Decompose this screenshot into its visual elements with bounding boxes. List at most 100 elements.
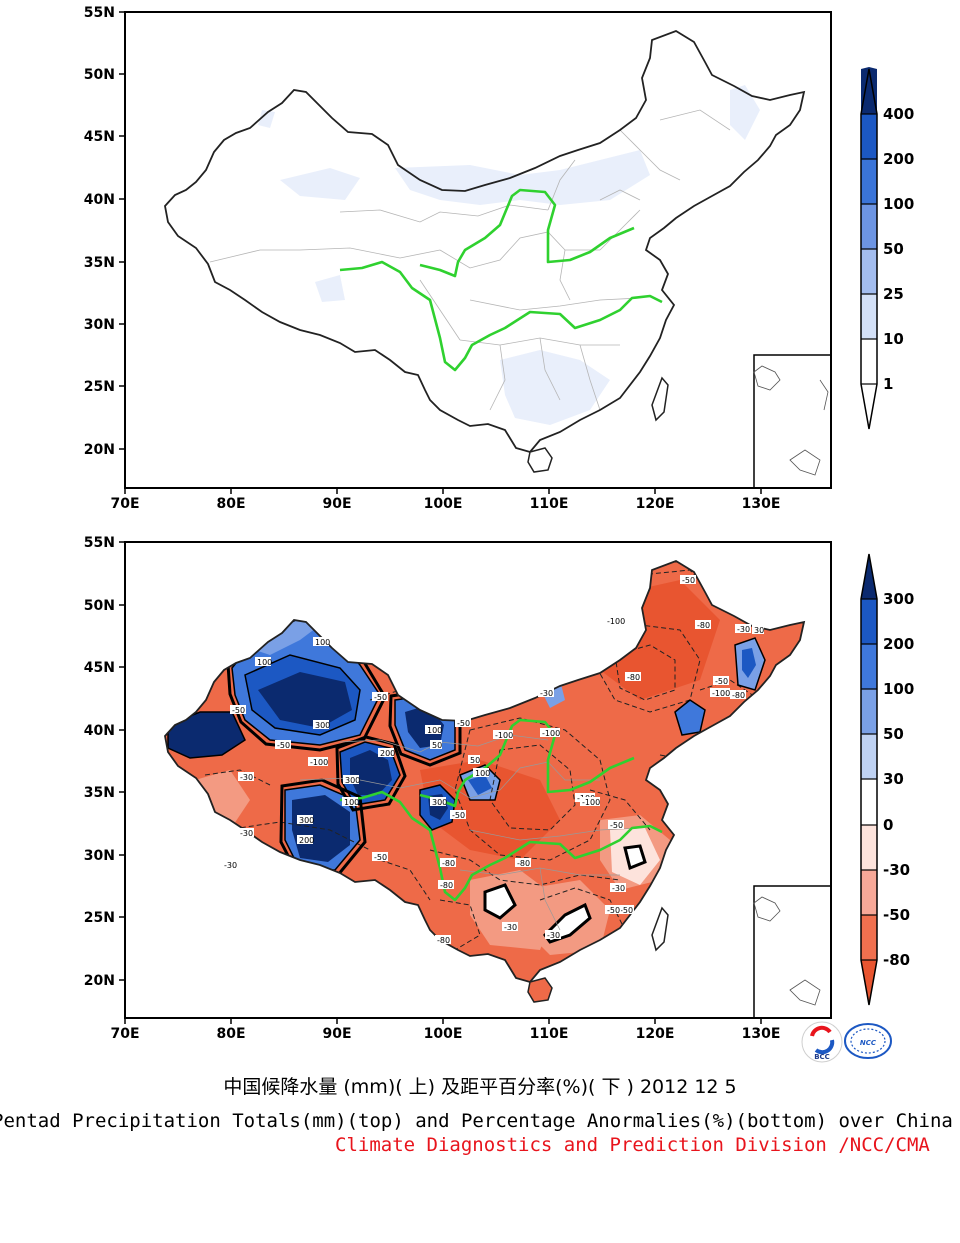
contour-label: 200	[299, 836, 314, 845]
contour-label: -30	[540, 689, 553, 698]
bottom-yellow-river	[419, 718, 635, 808]
contour-label: -80	[440, 881, 453, 890]
bottom-map-content: 100 100 300 -50 -30 -50 -100 300 200 100…	[164, 560, 831, 1018]
bottom-colorbar-label: 30	[883, 770, 904, 788]
top-colorbar-label: 400	[883, 105, 914, 123]
top-map-content	[164, 30, 831, 488]
top-lat-label: 55N	[84, 5, 115, 21]
bottom-colorbar-label: 300	[883, 590, 914, 608]
bottom-lat-label: 55N	[84, 535, 115, 551]
bottom-lon-label: 80E	[216, 1026, 245, 1042]
top-map-frame	[124, 11, 832, 489]
bcc-logo-text: BCC	[814, 1053, 830, 1061]
contour-label: -50	[610, 821, 623, 830]
bottom-colorbar-segment	[861, 599, 877, 644]
contour-label: 100	[427, 726, 442, 735]
bottom-lat-label: 35N	[84, 785, 115, 801]
contour-label: 50	[470, 756, 480, 765]
top-lat-label: 40N	[84, 192, 115, 208]
ncc-logo-text: NCC	[860, 1039, 877, 1047]
top-colorbar-segment	[861, 204, 877, 249]
top-lon-label: 130E	[742, 496, 781, 512]
contour-label: -30	[240, 773, 253, 782]
bottom-colorbar-segment	[861, 689, 877, 734]
top-colorbar-segment	[861, 114, 877, 159]
bottom-colorbar-segment	[861, 734, 877, 779]
top-colorbar-segment	[861, 159, 877, 204]
bottom-lon-label: 90E	[322, 1026, 351, 1042]
bottom-lat-label: 45N	[84, 660, 115, 676]
contour-label: -80	[442, 859, 455, 868]
bottom-lat-label: 20N	[84, 973, 115, 989]
contour-label: -50	[620, 906, 633, 915]
bottom-colorbar-label: 100	[883, 680, 914, 698]
contour-label: -100	[495, 731, 513, 740]
top-colorbar: 400 200 100 50 25 10 1	[860, 67, 914, 430]
bottom-lat-label: 40N	[84, 723, 115, 739]
contour-label: -80	[437, 936, 450, 945]
chinese-title: 中国候降水量 (mm)( 上) 及距平百分率(%)( 下 ) 2012 12 5	[223, 1076, 737, 1098]
contour-label: -30	[504, 923, 517, 932]
contour-label: -80	[517, 859, 530, 868]
top-lon-label: 110E	[530, 496, 569, 512]
top-lon-label: 100E	[424, 496, 463, 512]
bottom-lon-label: 130E	[742, 1026, 781, 1042]
contour-label: 100	[475, 769, 490, 778]
top-yangtze-river	[339, 260, 663, 372]
contour-label: -100	[582, 798, 600, 807]
top-colorbar-label: 100	[883, 195, 914, 213]
contour-label: -50	[682, 576, 695, 585]
contour-label: -30	[547, 931, 560, 940]
contour-label: -50	[374, 853, 387, 862]
bottom-colorbar: 300 200 100 50 30 0 -30 -50 -80	[860, 553, 914, 1006]
contour-label: -50	[374, 693, 387, 702]
contour-label: -80	[732, 691, 745, 700]
contour-label: 300	[315, 721, 330, 730]
contour-label: -50	[607, 906, 620, 915]
bottom-inset	[753, 885, 831, 1018]
contour-label: -50	[457, 719, 470, 728]
bcc-logo: BCC	[801, 1021, 843, 1063]
bottom-lon-label: 70E	[110, 1026, 139, 1042]
top-map-panel	[124, 11, 832, 489]
contour-label: 100	[315, 638, 330, 647]
top-colorbar-arrow-up	[861, 69, 877, 114]
top-lat-label: 45N	[84, 129, 115, 145]
top-lon-label: 90E	[322, 496, 351, 512]
bottom-lon-label: 100E	[424, 1026, 463, 1042]
bottom-rivers	[339, 718, 663, 902]
top-colorbar-label: 50	[883, 240, 904, 258]
contour-label: -30	[224, 861, 237, 870]
bottom-yangtze-river	[339, 790, 663, 902]
contour-label: -30	[612, 884, 625, 893]
top-lon-label: 70E	[110, 496, 139, 512]
bottom-colorbar-label: -30	[883, 861, 910, 879]
bottom-colorbar-label: 0	[883, 816, 893, 834]
contour-label: -100	[607, 617, 625, 626]
bottom-colorbar-segment	[861, 915, 877, 960]
top-colorbar-segment	[861, 294, 877, 339]
top-province-borders	[209, 109, 731, 411]
bottom-map-panel: 100 100 300 -50 -30 -50 -100 300 200 100…	[124, 541, 832, 1019]
bottom-colorbar-label: 200	[883, 635, 914, 653]
top-colorbar-label: 25	[883, 285, 904, 303]
bottom-lat-label: 30N	[84, 848, 115, 864]
bottom-map-frame	[124, 541, 832, 1019]
ncc-logo: NCC	[844, 1023, 892, 1059]
bottom-colorbar-segment	[861, 960, 877, 1005]
top-axes: 55N 50N 45N 40N 35N 30N 25N 20N 70E 80E …	[84, 5, 781, 512]
contour-label: -100	[712, 689, 730, 698]
bottom-colorbar-label: -80	[883, 951, 910, 969]
top-yellow-river	[419, 188, 635, 278]
bottom-lat-label: 50N	[84, 598, 115, 614]
contour-label: -80	[697, 621, 710, 630]
top-lat-label: 25N	[84, 379, 115, 395]
contour-label: -30	[240, 829, 253, 838]
top-colorbar-label: 200	[883, 150, 914, 168]
contour-label: -50	[277, 741, 290, 750]
top-lon-label: 120E	[636, 496, 675, 512]
contour-label: -80	[627, 673, 640, 682]
top-colorbar-label: 10	[883, 330, 904, 348]
bottom-lon-label: 110E	[530, 1026, 569, 1042]
bottom-lon-label: 120E	[636, 1026, 675, 1042]
